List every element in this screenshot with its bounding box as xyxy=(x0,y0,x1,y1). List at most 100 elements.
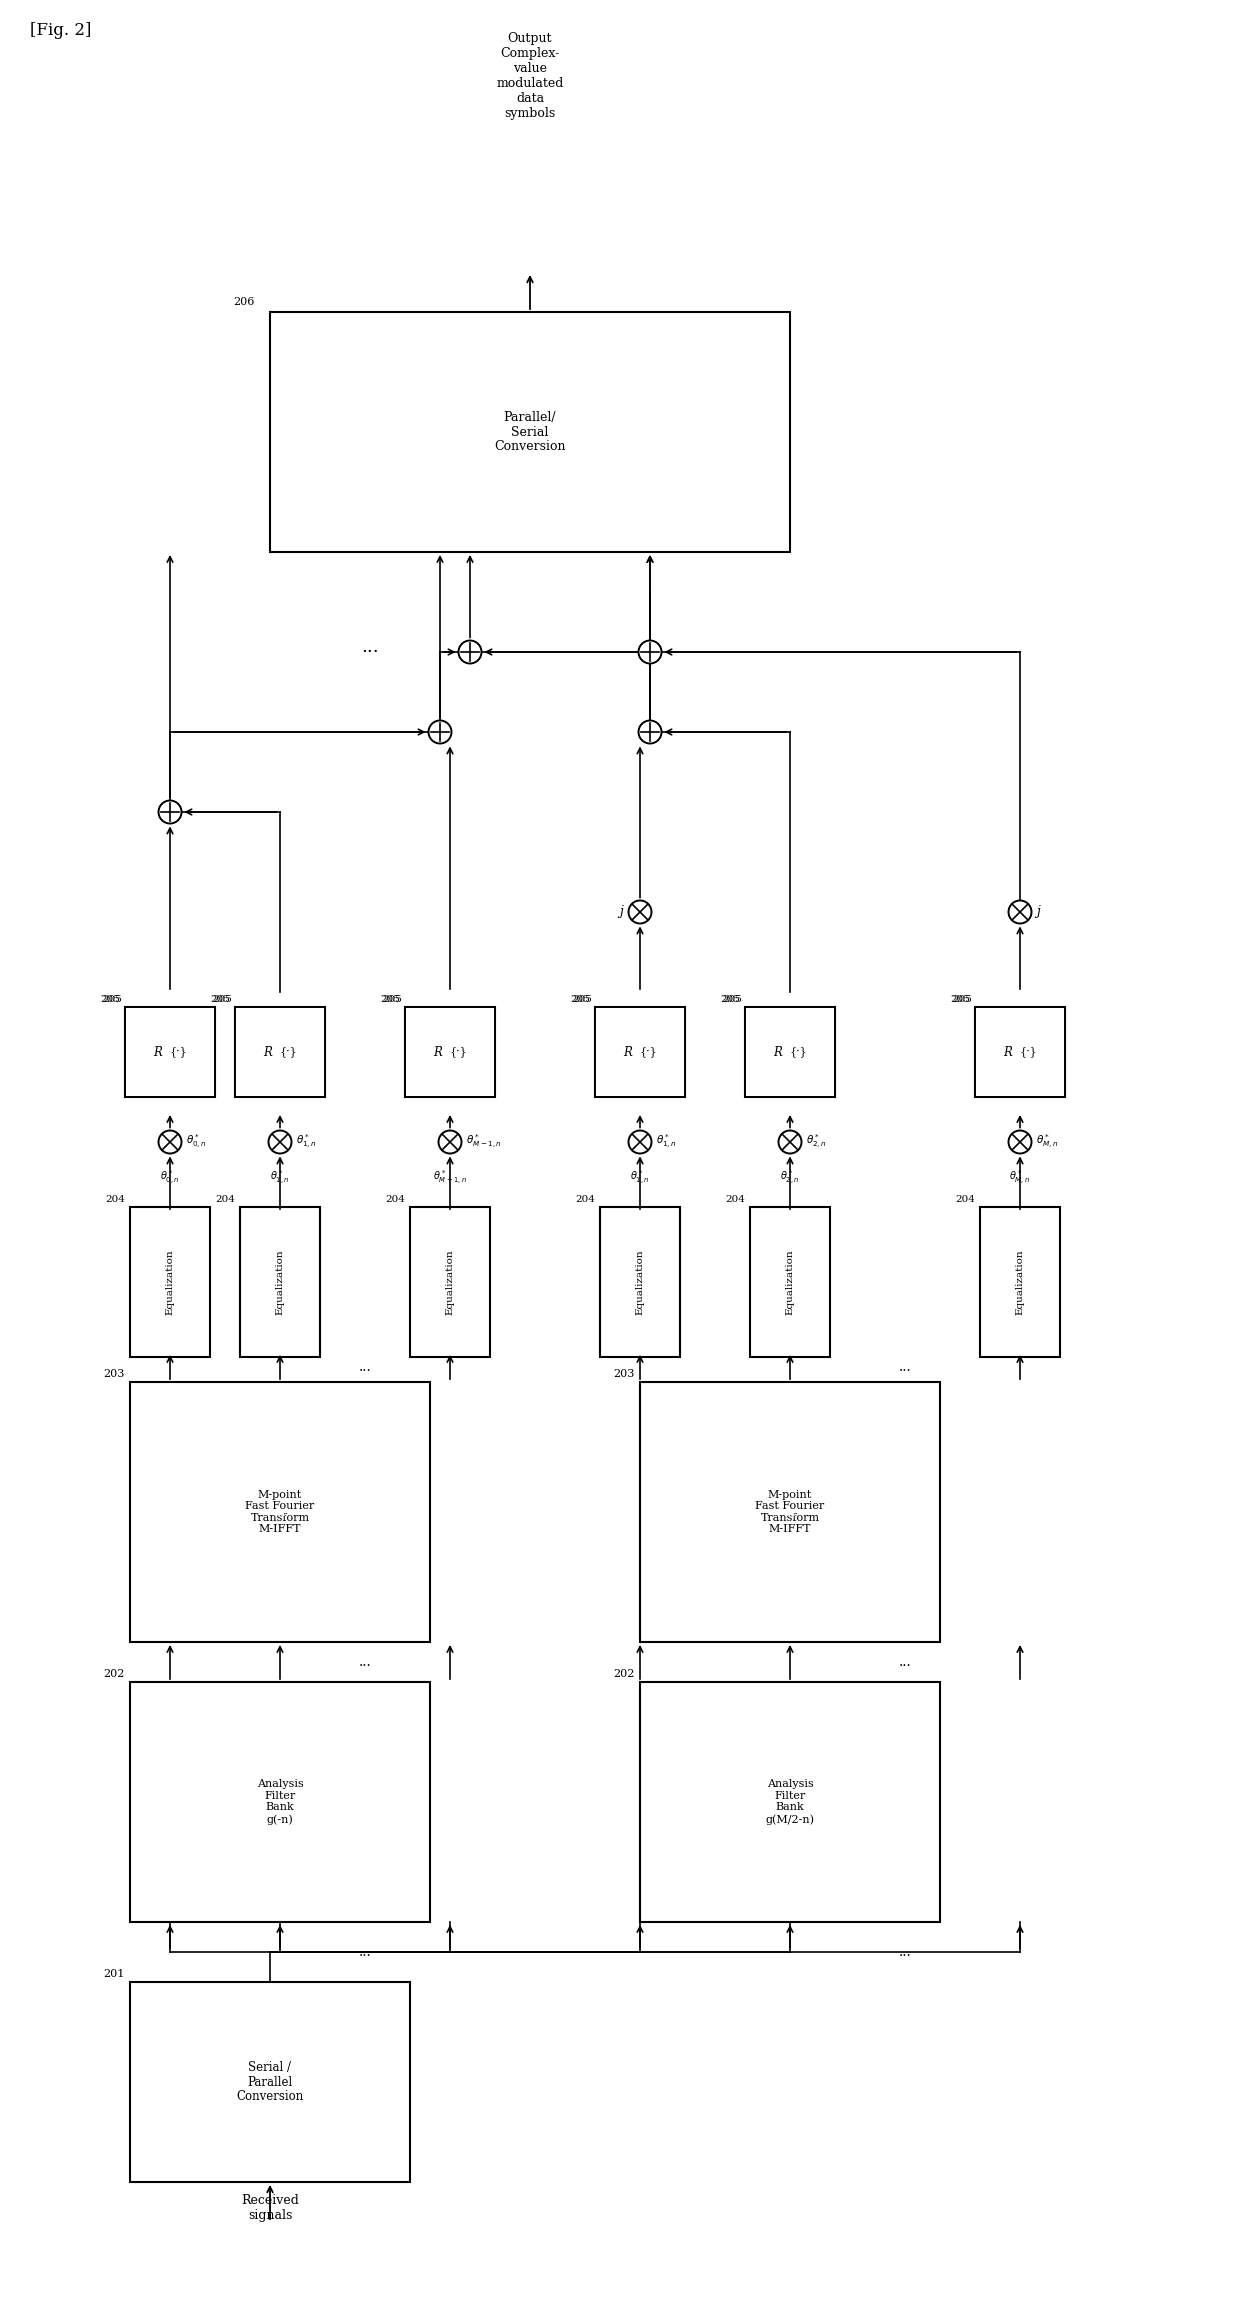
Text: R: R xyxy=(434,1045,443,1059)
Text: Equalization: Equalization xyxy=(635,1248,645,1316)
FancyBboxPatch shape xyxy=(975,1008,1065,1096)
Text: $\theta^*_{2,n}$: $\theta^*_{2,n}$ xyxy=(806,1133,827,1151)
FancyBboxPatch shape xyxy=(405,1008,495,1096)
Text: $\theta^*_{1,n}$: $\theta^*_{1,n}$ xyxy=(270,1168,290,1186)
Text: 205: 205 xyxy=(952,994,972,1003)
FancyBboxPatch shape xyxy=(975,1008,1065,1096)
Text: 205: 205 xyxy=(210,994,229,1003)
Text: j: j xyxy=(620,906,624,918)
Text: R{·}: R{·} xyxy=(436,1047,463,1057)
FancyBboxPatch shape xyxy=(595,1008,684,1096)
Text: $\theta^*_{1,n}$: $\theta^*_{1,n}$ xyxy=(656,1133,677,1151)
Text: 206: 206 xyxy=(233,296,255,307)
Circle shape xyxy=(439,1131,461,1154)
Text: ...: ... xyxy=(273,1505,288,1519)
FancyBboxPatch shape xyxy=(236,1008,325,1096)
Text: R{·}: R{·} xyxy=(777,1047,802,1057)
Text: Equalization: Equalization xyxy=(165,1248,175,1316)
Text: R: R xyxy=(264,1045,273,1059)
FancyBboxPatch shape xyxy=(745,1008,835,1096)
Text: $\theta^*_{M-1,n}$: $\theta^*_{M-1,n}$ xyxy=(433,1168,467,1186)
Text: $\theta^*_{1,n}$: $\theta^*_{1,n}$ xyxy=(630,1168,650,1186)
Text: j: j xyxy=(1037,906,1040,918)
Text: $\theta^*_{0,n}$: $\theta^*_{0,n}$ xyxy=(160,1168,180,1186)
FancyBboxPatch shape xyxy=(125,1008,215,1096)
Text: 204: 204 xyxy=(105,1195,125,1205)
Text: $\theta^*_{1,n}$: $\theta^*_{1,n}$ xyxy=(296,1133,317,1151)
Text: 204: 204 xyxy=(215,1195,236,1205)
Circle shape xyxy=(629,899,651,922)
Circle shape xyxy=(639,721,661,744)
Text: 203: 203 xyxy=(104,1369,125,1378)
Text: 205: 205 xyxy=(381,994,401,1003)
Text: 205: 205 xyxy=(720,994,740,1003)
Text: ...: ... xyxy=(358,1359,371,1373)
Text: R{·}: R{·} xyxy=(627,1047,652,1057)
Circle shape xyxy=(779,1131,801,1154)
FancyBboxPatch shape xyxy=(980,1207,1060,1357)
Text: Analysis
Filter
Bank
g(-n): Analysis Filter Bank g(-n) xyxy=(257,1780,304,1824)
Text: Received
signals: Received signals xyxy=(241,2194,299,2222)
Text: R: R xyxy=(1003,1045,1012,1059)
Text: ...: ... xyxy=(899,1944,911,1958)
FancyBboxPatch shape xyxy=(595,1008,684,1096)
Text: 204: 204 xyxy=(386,1195,405,1205)
Text: 203: 203 xyxy=(614,1369,635,1378)
Text: 205: 205 xyxy=(570,994,590,1003)
Text: ...: ... xyxy=(361,638,378,657)
Text: Output
Complex-
value
modulated
data
symbols: Output Complex- value modulated data sym… xyxy=(496,32,564,120)
FancyBboxPatch shape xyxy=(750,1207,830,1357)
Text: 205: 205 xyxy=(382,994,402,1003)
FancyBboxPatch shape xyxy=(595,1008,684,1096)
FancyBboxPatch shape xyxy=(125,1008,215,1096)
Text: 205: 205 xyxy=(572,994,591,1003)
Text: ...: ... xyxy=(358,1944,371,1958)
Circle shape xyxy=(159,1131,181,1154)
Text: R{·}: R{·} xyxy=(438,1047,463,1057)
Text: R{·}: R{·} xyxy=(157,1047,184,1057)
Text: 204: 204 xyxy=(725,1195,745,1205)
Circle shape xyxy=(159,800,181,823)
Text: $\theta^*_{0,n}$: $\theta^*_{0,n}$ xyxy=(186,1133,207,1151)
Text: $\theta^*_{2,n}$: $\theta^*_{2,n}$ xyxy=(780,1168,800,1186)
Text: {·}: {·} xyxy=(449,1047,467,1057)
Text: 205: 205 xyxy=(722,994,742,1003)
FancyBboxPatch shape xyxy=(745,1008,835,1096)
Text: R{·}: R{·} xyxy=(268,1047,293,1057)
Circle shape xyxy=(459,640,481,664)
Text: R{·}: R{·} xyxy=(627,1047,653,1057)
Text: Equalization: Equalization xyxy=(445,1248,455,1316)
Text: Equalization: Equalization xyxy=(785,1248,795,1316)
FancyBboxPatch shape xyxy=(236,1008,325,1096)
Circle shape xyxy=(629,1131,651,1154)
Text: 205: 205 xyxy=(212,994,232,1003)
Text: R{·}: R{·} xyxy=(157,1047,182,1057)
FancyBboxPatch shape xyxy=(241,1207,320,1357)
Text: ...: ... xyxy=(358,1655,371,1669)
FancyBboxPatch shape xyxy=(745,1008,835,1096)
Circle shape xyxy=(269,1131,291,1154)
Text: R{·}: R{·} xyxy=(777,1047,804,1057)
Text: {·}: {·} xyxy=(789,1047,807,1057)
Text: $\theta^*_{M,n}$: $\theta^*_{M,n}$ xyxy=(1009,1168,1030,1186)
Text: $\mathcal{R}${ }: $\mathcal{R}${ } xyxy=(1006,1045,1034,1059)
Text: $\mathcal{R}${ }: $\mathcal{R}${ } xyxy=(156,1045,184,1059)
Text: ...: ... xyxy=(782,1505,797,1519)
FancyBboxPatch shape xyxy=(405,1008,495,1096)
Text: $\mathcal{R}${ }: $\mathcal{R}${ } xyxy=(436,1045,464,1059)
Text: {·}: {·} xyxy=(279,1047,296,1057)
FancyBboxPatch shape xyxy=(125,1008,215,1096)
Text: M-point
Fast Fourier
Transform
M-IFFT: M-point Fast Fourier Transform M-IFFT xyxy=(246,1489,315,1535)
FancyBboxPatch shape xyxy=(130,1207,210,1357)
Text: $\mathcal{R}${ }: $\mathcal{R}${ } xyxy=(267,1045,294,1059)
Text: R: R xyxy=(624,1045,632,1059)
Text: $\theta^*_{M,n}$: $\theta^*_{M,n}$ xyxy=(1037,1133,1059,1151)
Text: Parallel/
Serial
Conversion: Parallel/ Serial Conversion xyxy=(495,412,565,453)
Text: 202: 202 xyxy=(104,1669,125,1679)
Text: R: R xyxy=(154,1045,162,1059)
Circle shape xyxy=(429,721,451,744)
FancyBboxPatch shape xyxy=(640,1383,940,1642)
Text: 205: 205 xyxy=(100,994,120,1003)
FancyBboxPatch shape xyxy=(130,1383,430,1642)
Text: {·}: {·} xyxy=(639,1047,657,1057)
